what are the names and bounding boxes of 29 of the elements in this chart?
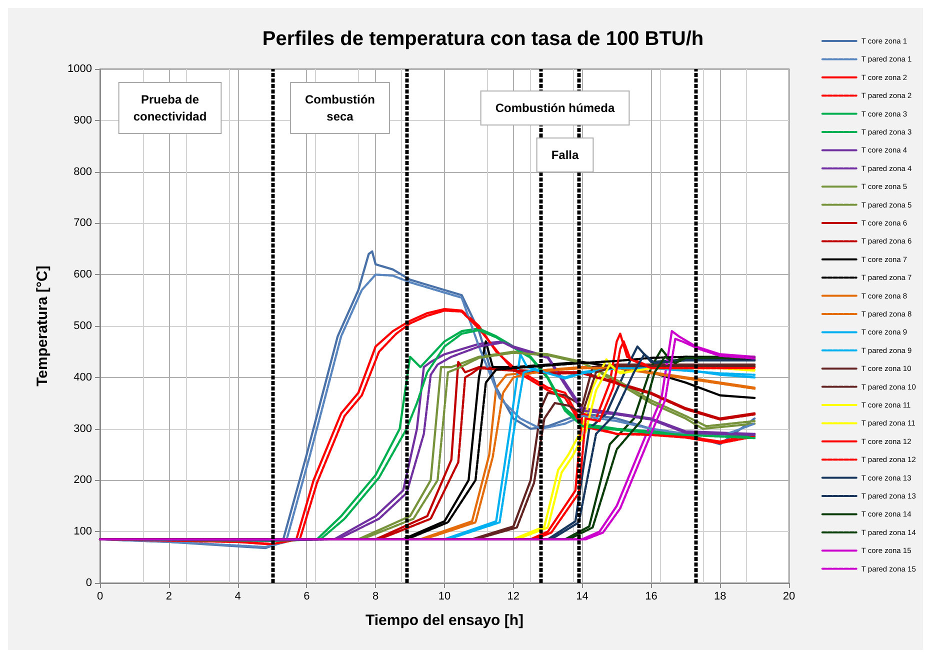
x-tick-label: 14: [576, 590, 588, 602]
y-tick-label: 400: [74, 371, 92, 384]
x-tick-label: 20: [782, 590, 796, 602]
y-tick-label: 0: [86, 577, 92, 589]
y-tick-label: 100: [74, 526, 92, 538]
y-tick-label: 1000: [68, 63, 92, 75]
annotation: Combustión seca: [305, 92, 375, 124]
y-tick-label: 600: [74, 268, 92, 281]
x-tick-label: 4: [234, 590, 241, 602]
x-tick-label: 8: [372, 590, 379, 602]
x-tick-label: 2: [166, 590, 172, 602]
annotation: Prueba de conectividad: [133, 92, 207, 124]
x-tick-label: 18: [714, 590, 726, 602]
y-tick-label: 200: [74, 474, 92, 486]
x-tick-label: 16: [645, 590, 658, 602]
annotation: Combustión húmeda: [495, 101, 615, 115]
chart-title: Perfiles de temperatura con tasa de 100 BTU/h: [262, 28, 704, 50]
y-tick-label: 500: [74, 320, 92, 332]
x-tick-label: 12: [507, 590, 520, 602]
y-tick-label: 900: [74, 114, 92, 126]
y-axis-title: Temperatura [°C]: [34, 266, 51, 386]
x-tick-label: 10: [438, 590, 451, 602]
annotation: Falla: [551, 148, 579, 162]
y-tick-label: 700: [74, 217, 92, 230]
x-tick-label: 6: [304, 590, 310, 602]
y-tick-label: 300: [74, 422, 92, 435]
y-tick-label: 800: [74, 166, 92, 178]
x-tick-label: 0: [96, 590, 104, 602]
x-axis-title: Tiempo del ensayo [h]: [365, 612, 524, 629]
